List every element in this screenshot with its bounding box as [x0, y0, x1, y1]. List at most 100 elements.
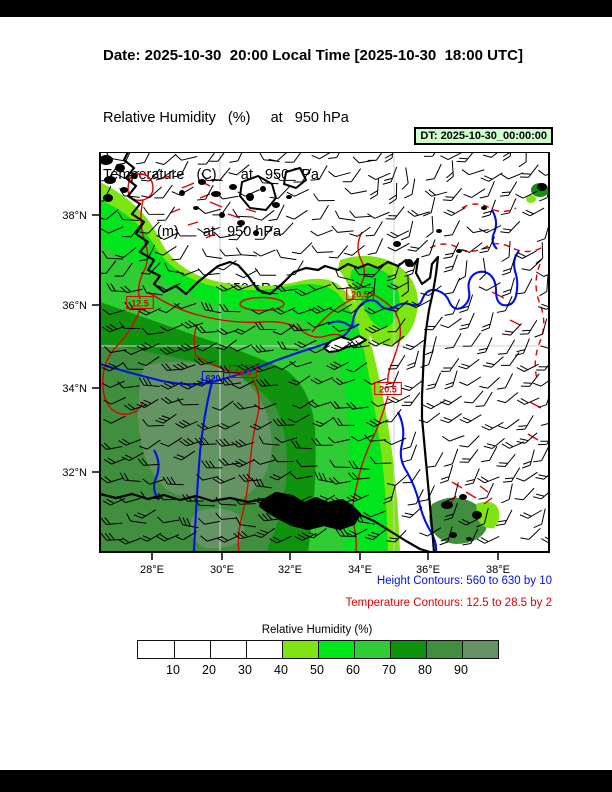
- wind-barb: [215, 512, 238, 520]
- wind-barb: [364, 434, 387, 442]
- wind-barb-glyph: [352, 156, 375, 164]
- wind-barb-glyph: [500, 198, 517, 216]
- wind-barb: [388, 182, 398, 205]
- wind-barb: [350, 434, 374, 442]
- wind-barb: [193, 497, 216, 507]
- date-title: Date: 2025-10-30 20:00 Local Time [2025-…: [103, 47, 523, 64]
- wind-barb: [213, 231, 236, 239]
- wind-barb: [476, 536, 500, 544]
- wind-barb-glyph: [401, 506, 423, 519]
- wind-barb: [259, 152, 280, 162]
- wind-barb: [404, 178, 416, 199]
- wind-barb-glyph: [275, 284, 298, 292]
- wind-barb: [251, 344, 274, 353]
- wind-barb-glyph: [287, 414, 310, 423]
- wind-barb-glyph: [477, 337, 493, 355]
- wind-barb: [440, 413, 462, 424]
- wind-barb: [123, 403, 147, 411]
- wind-barb-glyph: [270, 494, 293, 504]
- wind-barb: [518, 152, 527, 168]
- wind-barb-glyph: [343, 303, 365, 314]
- wind-barb: [446, 160, 454, 183]
- wind-barb-glyph: [100, 517, 123, 525]
- wind-barb: [102, 497, 126, 506]
- temperature-contour-legend: Temperature Contours: 12.5 to 28.5 by 2: [346, 597, 552, 609]
- wind-barb: [288, 323, 311, 332]
- wind-barb-glyph: [250, 307, 274, 315]
- wind-barb-glyph: [197, 226, 220, 234]
- wind-barb-glyph: [419, 485, 435, 502]
- wind-barb-glyph: [133, 509, 156, 519]
- wind-barb: [102, 323, 125, 333]
- wind-barb-glyph: [171, 186, 194, 196]
- wind-barb: [137, 458, 160, 466]
- wind-barb-glyph: [215, 284, 239, 292]
- wind-barb: [442, 187, 463, 201]
- wind-barb: [158, 302, 180, 314]
- wind-barb-glyph: [521, 259, 543, 271]
- wind-barb: [100, 532, 123, 541]
- wind-barb: [516, 397, 540, 405]
- wind-barb: [197, 268, 220, 276]
- wind-barb: [532, 488, 549, 500]
- wind-barb: [418, 412, 441, 424]
- wind-barb: [309, 305, 332, 314]
- wind-barb: [268, 204, 285, 222]
- wind-barb: [233, 530, 256, 540]
- wind-barb-glyph: [212, 476, 236, 484]
- wind-barb: [539, 275, 549, 297]
- wind-barb-glyph: [443, 242, 460, 259]
- wind-barb-glyph: [136, 342, 160, 351]
- colorbar-tick-label: 30: [238, 663, 252, 677]
- wind-barb-glyph: [140, 491, 162, 499]
- wind-barb: [535, 468, 549, 480]
- wind-barb-glyph: [344, 187, 368, 195]
- wind-barb-glyph: [231, 439, 254, 448]
- wind-barb: [196, 474, 219, 481]
- wind-barb: [231, 380, 255, 389]
- wind-barb: [479, 236, 496, 254]
- wind-barb-glyph: [476, 508, 489, 528]
- wind-barb-glyph: [540, 408, 549, 427]
- wind-barb: [310, 510, 333, 521]
- wind-barb-glyph: [382, 335, 405, 347]
- wind-barb-glyph: [501, 277, 515, 297]
- wind-barb: [402, 444, 418, 463]
- wind-barb: [354, 513, 376, 525]
- wind-barb-glyph: [154, 184, 173, 199]
- wind-barb-glyph: [499, 181, 518, 197]
- wind-barbs: [100, 152, 549, 546]
- wind-barb: [115, 247, 137, 258]
- wind-barb: [519, 509, 542, 519]
- wind-barb-glyph: [347, 340, 370, 349]
- wind-barb: [466, 226, 489, 234]
- wind-barb: [139, 244, 156, 262]
- wind-barb-glyph: [256, 286, 279, 295]
- wind-barb-glyph: [198, 207, 221, 214]
- wind-barb: [139, 532, 162, 542]
- wind-barb: [500, 172, 524, 180]
- wind-barb: [521, 449, 535, 469]
- wind-barb: [174, 531, 197, 541]
- wind-barb: [502, 467, 521, 483]
- islands-and-lakes: [100, 155, 547, 541]
- wind-barb-glyph: [536, 356, 549, 371]
- wind-barb-glyph: [231, 458, 255, 468]
- wind-barb-glyph: [114, 262, 133, 277]
- wind-barb: [310, 229, 333, 237]
- wind-barb: [404, 258, 418, 277]
- wind-barb: [159, 324, 183, 332]
- wind-barb-glyph: [200, 535, 223, 542]
- wind-barb-glyph: [518, 152, 527, 168]
- wind-barb: [136, 398, 159, 409]
- wind-barb-glyph: [219, 365, 242, 374]
- wind-barb-glyph: [254, 225, 274, 240]
- wind-barb: [212, 400, 234, 411]
- wind-barb: [347, 340, 370, 349]
- wind-barb: [154, 184, 173, 199]
- wind-barb-glyph: [310, 510, 333, 521]
- wind-barb-glyph: [276, 249, 297, 261]
- wind-barb: [363, 510, 386, 518]
- wind-barb-glyph: [179, 437, 202, 447]
- wind-barb: [538, 169, 549, 176]
